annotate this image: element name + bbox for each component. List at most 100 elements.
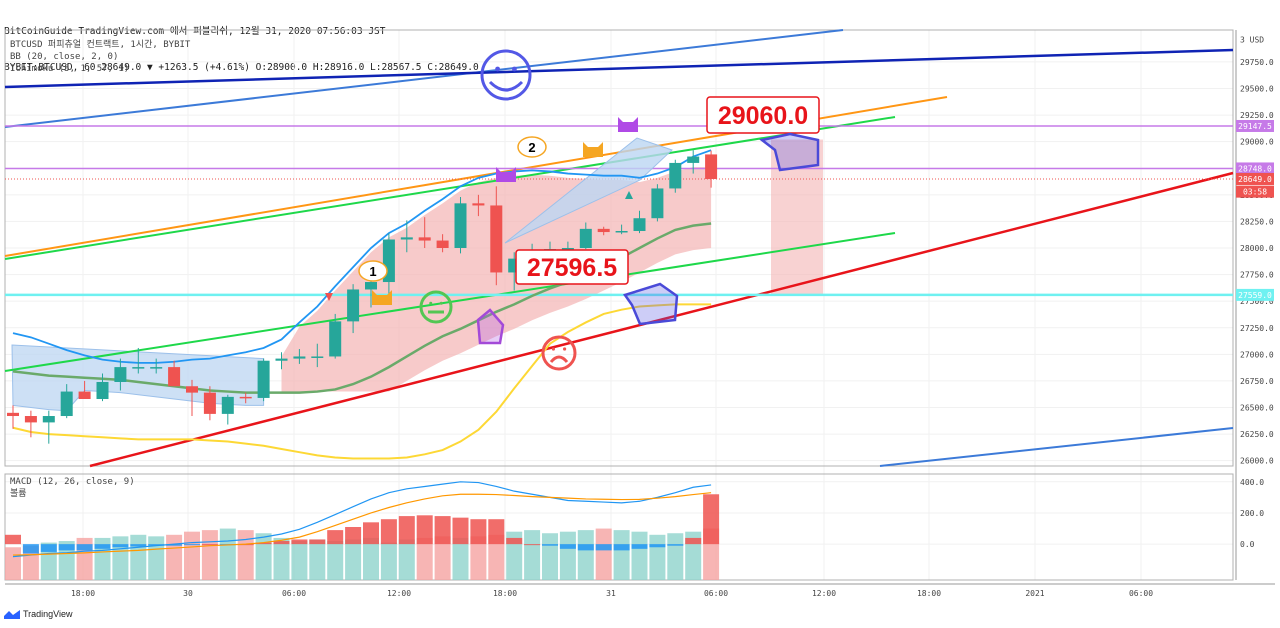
cat-icon	[496, 167, 516, 182]
time-axis[interactable]: 18:00 30 06:00 12:00 18:00 31 06:00 12:00 18:00 2…	[71, 589, 1153, 598]
macd-line	[12, 481, 712, 558]
cat-icon	[618, 117, 638, 132]
volume-bar	[327, 541, 344, 580]
candle-body	[168, 367, 181, 387]
macd-histogram-bar	[327, 530, 344, 545]
candle-body	[597, 228, 610, 233]
candle-body	[365, 282, 377, 290]
macd-histogram-bar	[5, 534, 21, 545]
candle-body	[114, 367, 127, 382]
candle-body	[150, 367, 163, 369]
volume-bar	[542, 533, 558, 580]
price-tag-label: 28649.0	[1238, 175, 1272, 184]
macd-histogram-bar	[434, 516, 451, 545]
neutral-face-icon-eye	[439, 301, 443, 305]
macd-histogram-bar	[470, 519, 487, 545]
volume-bar	[309, 539, 326, 580]
time-tick-label: 31	[606, 589, 616, 598]
tradingview-footer[interactable]: TradingView	[4, 609, 73, 619]
macd-histogram-bar	[273, 541, 290, 545]
volume-bar	[470, 536, 487, 580]
price-tag	[1236, 172, 1274, 185]
macd-histogram-bar	[667, 544, 684, 546]
volume-bar	[5, 547, 21, 580]
price-pane-border	[4, 29, 1234, 467]
price-tick-label: 29250.0	[1240, 111, 1274, 120]
volume-bar	[613, 530, 630, 580]
candle-body	[239, 396, 252, 399]
candle-body	[436, 240, 449, 248]
price-tick-label: 26750.0	[1240, 377, 1274, 386]
macd-histogram-bar	[112, 544, 129, 548]
volume-bar	[237, 530, 254, 580]
price-tick-label: 29000.0	[1240, 138, 1274, 147]
pointing-hand-icon	[622, 282, 679, 326]
macd-histogram-bar	[685, 537, 702, 545]
signal-line	[12, 492, 712, 556]
price-tag	[1236, 119, 1274, 132]
macd-histogram-bar	[40, 544, 57, 552]
volume-bar	[363, 537, 379, 580]
macd-histogram-bar	[363, 522, 379, 545]
macd-histogram-bar	[613, 544, 630, 551]
candle-body	[400, 237, 413, 240]
time-tick-label: 18:00	[493, 589, 517, 598]
sad-face-icon	[541, 335, 577, 371]
price-tick-label: 27250.0	[1240, 324, 1274, 333]
candle-body	[221, 396, 234, 414]
candle-body	[96, 381, 109, 400]
candle-body	[329, 321, 342, 357]
price-tick-label: 28250.0	[1240, 217, 1274, 226]
volume-bar	[148, 536, 165, 580]
neutral-face-icon-eye	[429, 301, 433, 305]
candle-body	[7, 412, 19, 417]
price-tag-label: 03:58	[1243, 188, 1267, 197]
sad-face-icon-eye	[563, 347, 567, 351]
candle-body	[651, 188, 664, 219]
fan-drawing	[504, 137, 673, 244]
candle-body	[42, 416, 55, 423]
price-tag-label: 29147.5	[1238, 122, 1272, 131]
price-tick-label: 29750.0	[1240, 58, 1274, 67]
macd-pane	[5, 481, 720, 580]
candle-body	[311, 356, 324, 358]
price-tick-label: 26250.0	[1240, 430, 1274, 439]
time-tick-label: 06:00	[282, 589, 306, 598]
price-tag-label: 28748.0	[1238, 164, 1272, 173]
candle-body	[705, 154, 718, 179]
volume-bar	[416, 537, 433, 580]
volume-bar	[631, 531, 648, 580]
balloon-two	[517, 136, 547, 158]
volume-bar	[452, 537, 469, 580]
volume-bar	[595, 528, 612, 580]
macd-histogram-bar	[452, 517, 469, 545]
volume-bar	[649, 534, 666, 580]
candle-body	[275, 358, 288, 361]
callout-label-low: 27596.5	[527, 254, 617, 282]
macd-histogram-bar	[559, 544, 576, 549]
candle-body	[203, 392, 216, 414]
grid-lines	[5, 30, 1233, 580]
neutral-face-icon	[419, 290, 453, 324]
candle-body	[561, 248, 574, 250]
candle-body	[293, 356, 306, 359]
trendline-green-upper	[4, 116, 896, 260]
happy-face-icon-eye	[495, 66, 500, 72]
cloud-bullish-area	[11, 344, 265, 412]
publisher-line: BitCoinGuide TradingView.com 에서 퍼블리쉬, 12…	[4, 26, 386, 37]
time-tick-label: 12:00	[387, 589, 411, 598]
volume-bar	[667, 533, 684, 580]
trendline-navy	[4, 48, 1234, 89]
callout-label-high: 29060.0	[718, 102, 808, 130]
time-tick-label: 06:00	[704, 589, 728, 598]
price-tag	[1236, 288, 1274, 301]
price-tick-label: 27500.0	[1240, 297, 1274, 306]
legend-symbol: BTCUSD 퍼피츄얼 컨트랙트, 1시간, BYBIT	[10, 39, 191, 50]
price-axis[interactable]: 3 USD29750.029500.029250.029000.028750.0…	[1236, 35, 1274, 549]
volume-bar	[273, 537, 290, 580]
volume-bar	[577, 530, 594, 580]
candle-body	[687, 156, 700, 163]
up-arrow-icon	[625, 191, 633, 199]
macd-histogram-bar	[380, 519, 397, 545]
